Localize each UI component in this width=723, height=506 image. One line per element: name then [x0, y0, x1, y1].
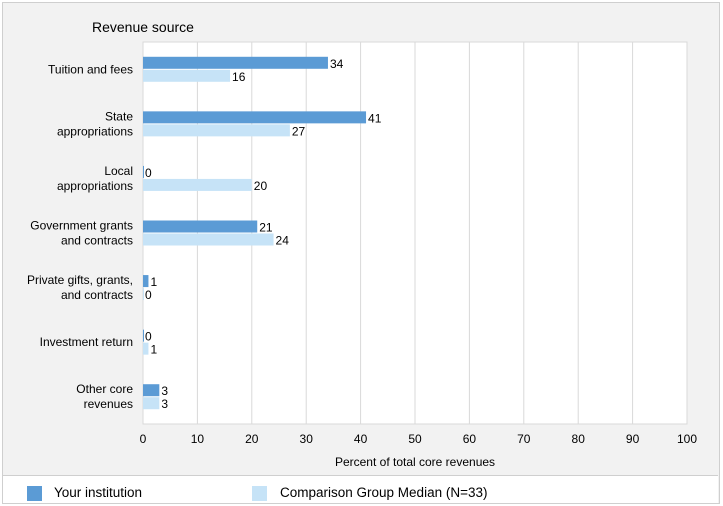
data-label: 34 — [330, 57, 344, 71]
bar-your-institution — [143, 165, 144, 178]
x-axis-label: Percent of total core revenues — [335, 455, 495, 469]
data-label: 27 — [292, 124, 306, 138]
category-label: Other core revenues — [76, 382, 133, 411]
category-label: State appropriations — [57, 109, 133, 138]
data-label: 3 — [161, 397, 168, 411]
x-tick-label: 60 — [463, 432, 477, 446]
data-label: 41 — [368, 111, 382, 125]
x-tick-label: 100 — [677, 432, 697, 446]
category-label: Local appropriations — [57, 164, 133, 193]
data-label: 1 — [150, 275, 157, 289]
legend-band — [3, 475, 718, 503]
bar-comparison-median — [143, 178, 252, 191]
x-tick-label: 10 — [191, 432, 205, 446]
bar-comparison-median — [143, 288, 144, 301]
category-label-line: Investment return — [40, 335, 133, 349]
bar-your-institution — [143, 111, 367, 124]
plot-border — [142, 41, 688, 425]
x-tick-label: 30 — [300, 432, 314, 446]
bar-comparison-median — [143, 342, 149, 355]
category-label: Private gifts, grants, and contracts — [27, 273, 133, 302]
category-label-line: and contracts — [61, 234, 133, 248]
bar-comparison-median — [143, 124, 290, 137]
bar-comparison-median — [143, 69, 231, 82]
category-label-line: appropriations — [57, 179, 133, 193]
category-label-line: State — [105, 109, 133, 123]
legend-swatch-your-institution — [27, 486, 42, 501]
x-tick-label: 0 — [140, 432, 147, 446]
category-label: Investment return — [40, 335, 133, 349]
x-tick-label: 70 — [517, 432, 531, 446]
category-label-line: Local — [104, 164, 133, 178]
data-label: 1 — [150, 343, 157, 357]
bar-comparison-median — [143, 397, 160, 410]
x-tick-label: 80 — [572, 432, 586, 446]
category-label-line: Tuition and fees — [48, 62, 133, 76]
category-label: Tuition and fees — [48, 62, 133, 76]
category-label-line: Government grants — [30, 219, 133, 233]
x-tick-label: 90 — [626, 432, 640, 446]
bar-your-institution — [143, 220, 258, 233]
bar-your-institution — [143, 275, 149, 288]
data-label: 3 — [161, 384, 168, 398]
category-label: Government grants and contracts — [30, 219, 133, 248]
data-label: 16 — [232, 70, 246, 84]
bar-your-institution — [143, 329, 144, 342]
data-label: 24 — [276, 234, 290, 248]
data-label: 21 — [259, 221, 273, 235]
category-label-line: appropriations — [57, 124, 133, 138]
bar-comparison-median — [143, 233, 274, 246]
data-label: 0 — [145, 166, 152, 180]
category-label-line: Other core — [76, 382, 133, 396]
data-label: 0 — [145, 330, 152, 344]
data-label: 0 — [145, 288, 152, 302]
bar-your-institution — [143, 384, 160, 397]
chart-heading: Revenue source — [92, 19, 194, 35]
category-label-line: and contracts — [61, 288, 133, 302]
x-tick-label: 20 — [245, 432, 259, 446]
data-label: 20 — [254, 179, 268, 193]
category-label-line: revenues — [84, 397, 133, 411]
legend-label-your-institution: Your institution — [54, 485, 143, 500]
legend-label-comparison-median: Comparison Group Median (N=33) — [280, 485, 488, 500]
bar-your-institution — [143, 56, 328, 69]
x-tick-label: 40 — [354, 432, 368, 446]
category-label-line: Private gifts, grants, — [27, 273, 133, 287]
legend-swatch-comparison-median — [252, 486, 267, 501]
x-tick-label: 50 — [408, 432, 422, 446]
